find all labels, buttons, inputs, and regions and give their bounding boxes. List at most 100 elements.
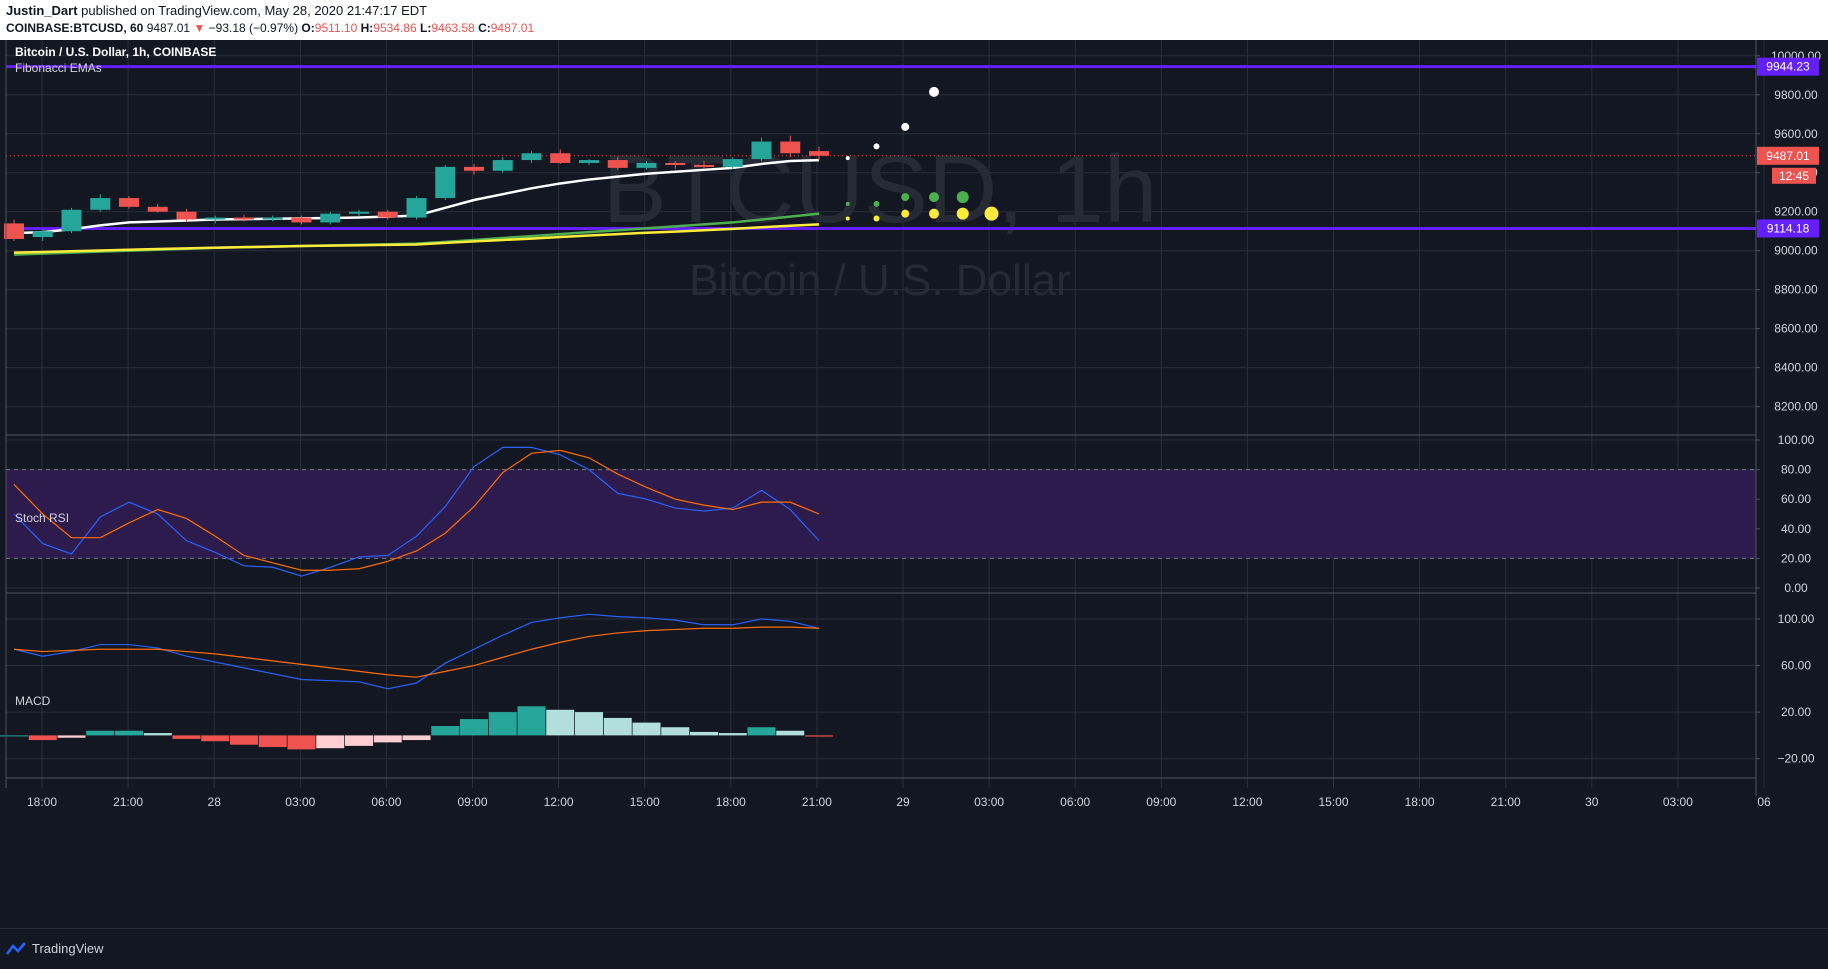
stoch-axis-label: 0.00 xyxy=(1784,581,1808,595)
main-legend-title[interactable]: Bitcoin / U.S. Dollar, 1h, COINBASE xyxy=(15,45,216,59)
macd-histogram-bar xyxy=(373,735,402,743)
ema-projection-dot xyxy=(984,206,999,221)
ohlc-legend: COINBASE:BTCUSD, 60 9487.01 ▼ −93.18 (−0… xyxy=(6,21,534,35)
macd-histogram-bar xyxy=(287,735,316,750)
candle-body xyxy=(90,198,111,210)
level-price-label: 9114.18 xyxy=(1767,221,1810,235)
candle-body xyxy=(4,223,24,239)
macd-histogram-bar xyxy=(632,722,661,736)
candle-body xyxy=(694,164,714,167)
high-label: H: xyxy=(360,21,374,35)
candle-body xyxy=(61,209,82,232)
price-axis-label: 8200.00 xyxy=(1774,400,1818,414)
x-tick-label: 21:00 xyxy=(802,795,832,809)
brand-label: TradingView xyxy=(32,941,104,956)
x-tick-label: 09:00 xyxy=(457,795,487,809)
ema-projection-dot xyxy=(845,216,850,221)
x-tick-label: 06:00 xyxy=(371,795,401,809)
macd-histogram-bar xyxy=(546,709,575,736)
stoch-axis-label: 60.00 xyxy=(1781,492,1811,506)
low-label: L: xyxy=(420,21,432,35)
candle-body xyxy=(809,151,829,156)
candle-body xyxy=(751,141,772,160)
macd-histogram-bar xyxy=(690,731,718,736)
last-price-tag xyxy=(1757,146,1819,165)
x-tick-label: 18:00 xyxy=(1405,795,1435,809)
ema-projection-dot xyxy=(901,122,910,131)
x-tick-label: 06 xyxy=(1757,795,1771,809)
candle-body xyxy=(636,162,657,168)
open-label: O: xyxy=(301,21,315,35)
countdown-tag xyxy=(1772,167,1816,184)
x-tick-label: 28 xyxy=(208,795,222,809)
chart-grid xyxy=(6,40,1765,788)
x-tick-label: 21:00 xyxy=(113,795,143,809)
candle-body xyxy=(32,231,53,238)
macd-axis-label: −20.00 xyxy=(1777,752,1814,766)
x-tick-label: 03:00 xyxy=(974,795,1004,809)
last-price-text: 9487.01 xyxy=(146,21,191,35)
low-value: 9463.58 xyxy=(431,21,475,35)
candle-body xyxy=(435,166,456,199)
ema-indicator-label[interactable]: Fibonacci EMAs xyxy=(15,61,102,75)
candle-body xyxy=(320,213,341,223)
macd-histogram-bar xyxy=(28,735,57,741)
ema-projection-dot xyxy=(873,200,880,207)
x-tick-label: 29 xyxy=(896,795,910,809)
candle-body xyxy=(205,217,226,220)
macd-histogram-bar xyxy=(57,735,86,738)
macd-histogram-bar xyxy=(172,735,201,739)
macd-histogram-bar xyxy=(345,735,373,746)
ema-projection-dot xyxy=(956,191,969,204)
x-tick-label: 18:00 xyxy=(716,795,746,809)
level-price-tag xyxy=(1757,219,1819,238)
publish-header: Justin_Dart published on TradingView.com… xyxy=(0,0,1828,40)
x-tick-label: 18:00 xyxy=(27,795,57,809)
stoch-rsi-line xyxy=(13,449,820,571)
macd-axis-label: 20.00 xyxy=(1781,705,1811,719)
macd-histogram-bar xyxy=(86,730,115,736)
ema-projection-dot xyxy=(901,193,910,202)
macd-histogram-bar xyxy=(316,735,345,749)
macd-histogram-bar xyxy=(488,712,517,736)
publish-info: Justin_Dart published on TradingView.com… xyxy=(6,3,427,18)
macd-histogram-bar xyxy=(776,730,805,736)
macd-axis-label: 60.00 xyxy=(1781,659,1811,673)
candle-body xyxy=(550,153,571,163)
ema-projection-dot xyxy=(873,143,880,150)
candle-body xyxy=(607,160,628,168)
macd-histogram-bar xyxy=(258,735,287,748)
chart-canvas[interactable]: BTCUSD, 1h Bitcoin / U.S. Dollar 18:00 21… xyxy=(0,40,1828,928)
publish-text: published on TradingView.com, May 28, 20… xyxy=(81,3,428,18)
macd-histogram-bar xyxy=(460,719,488,736)
x-tick-label: 30 xyxy=(1585,795,1599,809)
price-axis-label: 9600.00 xyxy=(1774,127,1818,141)
candle-body xyxy=(521,153,542,161)
macd-histogram-bar xyxy=(431,726,460,736)
x-tick-label: 15:00 xyxy=(1318,795,1348,809)
symbol-label: COINBASE:BTCUSD, 60 xyxy=(6,21,144,35)
candle-body xyxy=(722,159,743,167)
macd-label[interactable]: MACD xyxy=(15,694,51,708)
x-tick-label: 03:00 xyxy=(285,795,315,809)
ema-projection-dot xyxy=(845,156,850,161)
macd-histogram-bar xyxy=(661,727,690,736)
x-tick-label: 03:00 xyxy=(1663,795,1693,809)
stoch-axis-label: 40.00 xyxy=(1781,522,1811,536)
tradingview-brand[interactable]: TradingView xyxy=(6,941,104,956)
down-arrow-icon: ▼ xyxy=(193,21,206,35)
open-value: 9511.10 xyxy=(314,21,358,35)
x-tick-label: 06:00 xyxy=(1060,795,1090,809)
macd-histogram-bar xyxy=(402,735,431,741)
author-name[interactable]: Justin_Dart xyxy=(6,3,78,18)
macd-histogram-bar xyxy=(201,735,230,742)
price-axis-label: 8800.00 xyxy=(1774,283,1818,297)
price-axis-label: 8400.00 xyxy=(1774,361,1818,375)
price-axis-label: 8600.00 xyxy=(1774,322,1818,336)
x-tick-label: 12:00 xyxy=(1232,795,1262,809)
price-axis-label: 9800.00 xyxy=(1774,88,1818,102)
pane-separators xyxy=(5,40,1757,796)
stoch-rsi-label[interactable]: Stoch RSI xyxy=(15,511,69,525)
close-label: C: xyxy=(478,21,491,35)
macd-histogram-bar xyxy=(115,730,143,736)
